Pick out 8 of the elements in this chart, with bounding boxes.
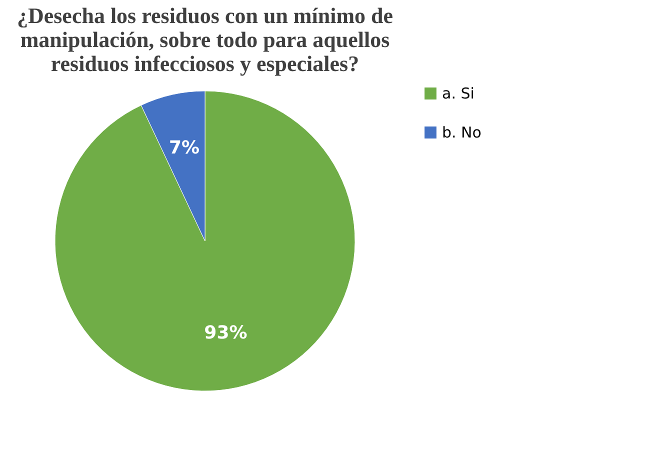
- pie-slice: [54, 90, 356, 392]
- text: ¿Desecha los residuos con un mínimo de: [16, 3, 394, 28]
- data-label: 7%: [168, 137, 200, 158]
- legend-label: b. No: [442, 124, 482, 142]
- text: residuos infecciosos y especiales?: [50, 51, 360, 76]
- data-label: 93%: [204, 322, 248, 344]
- legend-label: a. Si: [442, 84, 474, 102]
- text: manipulación, sobre todo para aquellos: [20, 27, 390, 52]
